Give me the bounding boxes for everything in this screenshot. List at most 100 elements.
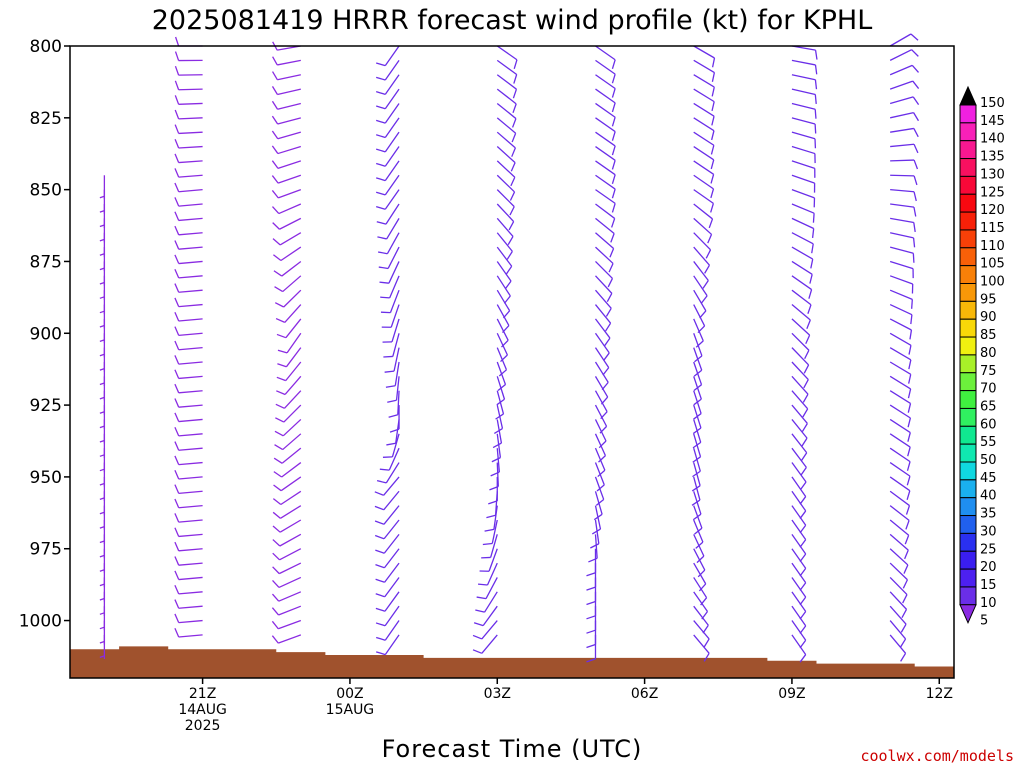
barb-feather [272, 238, 281, 246]
barb-feather [908, 374, 912, 384]
barb-staff [482, 605, 498, 626]
wind-barb [99, 376, 106, 401]
wind-barb [889, 33, 919, 47]
wind-barb [379, 447, 400, 471]
wind-barb [594, 332, 610, 361]
barb-staff [594, 289, 612, 309]
barb-staff [595, 74, 616, 90]
wind-barb [791, 131, 817, 149]
barb-staff [693, 562, 707, 585]
wind-barb [174, 240, 203, 250]
wind-barb [692, 491, 702, 521]
wind-barb [376, 88, 400, 110]
wind-barb [174, 36, 203, 47]
wind-barb [99, 204, 106, 228]
barb-feather [907, 403, 912, 413]
barb-half-feather [99, 497, 105, 501]
plot-frame [69, 45, 955, 679]
wind-barb [376, 74, 400, 96]
barb-staff [496, 45, 518, 61]
barb-half-feather [99, 511, 105, 515]
barb-staff [791, 289, 812, 306]
barb-staff [889, 96, 914, 105]
barb-staff [393, 347, 400, 372]
barb-feather [273, 457, 283, 464]
wind-barb [174, 182, 203, 193]
barb-feather [378, 266, 389, 270]
barb-feather [174, 211, 180, 221]
wind-barb [99, 577, 106, 602]
barb-staff [889, 562, 908, 581]
wind-barb [890, 111, 920, 122]
barb-staff [491, 519, 498, 544]
barb-staff [178, 404, 203, 408]
barb-feather [274, 444, 284, 451]
barb-feather [272, 56, 278, 66]
barb-staff [594, 347, 610, 369]
barb-feather [375, 622, 386, 627]
barb-feather [274, 286, 284, 293]
wind-barb [99, 419, 106, 444]
barb-half-feather [99, 238, 105, 242]
wind-barb [174, 628, 203, 638]
barb-feather [174, 182, 180, 192]
barb-feather [711, 72, 716, 82]
wind-barb [586, 606, 597, 634]
wind-barb [174, 513, 203, 523]
barb-feather [511, 133, 517, 143]
barb-staff [384, 620, 400, 641]
barb-feather [376, 191, 386, 196]
wind-barb [595, 59, 616, 84]
wind-barb [889, 289, 913, 309]
barb-staff [595, 59, 616, 75]
wind-barb [174, 412, 203, 423]
barb-feather [799, 496, 807, 505]
barb-staff [791, 462, 807, 483]
barb-feather [174, 398, 180, 408]
wind-barb [275, 390, 302, 409]
barb-feather [597, 469, 606, 478]
barb-feather [611, 174, 616, 184]
wind-barb [271, 115, 301, 125]
barb-staff [496, 404, 504, 429]
wind-barb [99, 563, 106, 588]
wind-barb [496, 289, 511, 319]
wind-barb [791, 59, 818, 75]
wind-barb [99, 591, 106, 616]
colorbar-label: 15 [980, 578, 997, 593]
wind-barb [890, 159, 919, 170]
barb-feather [174, 326, 180, 336]
barb-staff [496, 347, 508, 371]
barb-feather [275, 317, 286, 323]
barb-staff [178, 504, 203, 509]
barb-feather [710, 174, 715, 184]
wind-barb [496, 332, 508, 363]
colorbar-legend: 1501451401351301251201151101051009590858… [959, 85, 1005, 629]
barb-feather [174, 225, 180, 236]
barb-staff [890, 127, 914, 133]
wind-barb [99, 620, 106, 645]
wind-barb [99, 247, 106, 272]
barb-feather [611, 59, 616, 70]
wind-barb [492, 419, 503, 449]
barb-feather [913, 191, 917, 202]
barb-feather [814, 50, 818, 60]
barb-staff [279, 548, 302, 561]
y-tick-label: 800 [30, 37, 62, 57]
wind-barb [472, 620, 498, 640]
barb-staff [594, 318, 611, 339]
wind-barb [174, 498, 203, 509]
barb-staff [278, 634, 302, 644]
colorbar-swatch [959, 443, 977, 463]
barb-feather [602, 367, 610, 376]
barb-staff [388, 447, 400, 471]
barb-feather [174, 441, 180, 451]
wind-barb [595, 189, 616, 213]
barb-feather [711, 86, 715, 97]
wind-barb [271, 86, 301, 96]
wind-barb [99, 534, 106, 559]
barb-staff [693, 620, 710, 640]
colorbar-swatch [959, 425, 977, 445]
barb-feather [374, 505, 385, 511]
wind-barb [595, 203, 616, 228]
